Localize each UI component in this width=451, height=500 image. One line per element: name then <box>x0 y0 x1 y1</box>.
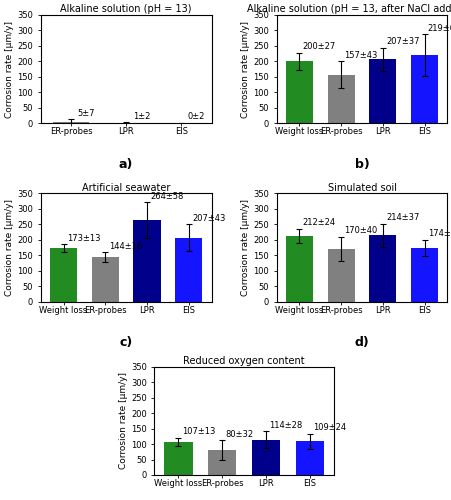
Bar <box>285 236 313 302</box>
Text: 214±37: 214±37 <box>385 214 419 222</box>
Text: 109±24: 109±24 <box>313 424 345 432</box>
Bar <box>295 442 323 475</box>
Bar <box>410 56 437 123</box>
Text: 1±2: 1±2 <box>133 112 150 120</box>
Bar <box>175 238 202 302</box>
Text: c): c) <box>119 336 133 349</box>
Text: a): a) <box>119 158 133 170</box>
Bar <box>207 450 236 475</box>
Y-axis label: Corrosion rate [μm/y]: Corrosion rate [μm/y] <box>241 20 250 117</box>
Text: 0±2: 0±2 <box>188 112 205 121</box>
Text: 144±16: 144±16 <box>108 242 142 250</box>
Bar <box>251 440 280 475</box>
Title: Alkaline solution (pH = 13, after NaCl addition): Alkaline solution (pH = 13, after NaCl a… <box>247 4 451 14</box>
Bar <box>285 62 313 123</box>
Text: b): b) <box>354 158 368 170</box>
Text: 114±28: 114±28 <box>269 420 302 430</box>
Text: 207±37: 207±37 <box>385 37 419 46</box>
Text: 207±43: 207±43 <box>192 214 225 223</box>
Text: 200±27: 200±27 <box>302 42 336 51</box>
Bar <box>327 249 354 302</box>
Bar <box>368 59 396 123</box>
Bar <box>50 248 77 302</box>
Title: Reduced oxygen content: Reduced oxygen content <box>183 356 304 366</box>
Text: 107±13: 107±13 <box>181 428 215 436</box>
Y-axis label: Corrosion rate [μm/y]: Corrosion rate [μm/y] <box>119 372 128 470</box>
Text: 80±32: 80±32 <box>225 430 253 439</box>
Bar <box>327 74 354 123</box>
Bar <box>164 442 192 475</box>
Bar <box>368 236 396 302</box>
Bar <box>92 257 119 302</box>
Text: 264±58: 264±58 <box>150 192 183 200</box>
Title: Alkaline solution (pH = 13): Alkaline solution (pH = 13) <box>60 4 192 14</box>
Text: 157±43: 157±43 <box>344 51 377 60</box>
Bar <box>53 122 89 123</box>
Y-axis label: Corrosion rate [μm/y]: Corrosion rate [μm/y] <box>5 20 14 117</box>
Title: Simulated soil: Simulated soil <box>327 182 396 192</box>
Text: 5±7: 5±7 <box>78 109 95 118</box>
Text: 212±24: 212±24 <box>302 218 335 227</box>
Bar <box>133 220 160 302</box>
Title: Artificial seawater: Artificial seawater <box>82 182 170 192</box>
Bar <box>410 248 437 302</box>
Y-axis label: Corrosion rate [μm/y]: Corrosion rate [μm/y] <box>5 199 14 296</box>
Text: 170±40: 170±40 <box>344 226 377 235</box>
Text: 173±13: 173±13 <box>67 234 100 242</box>
Text: 174±26: 174±26 <box>427 229 451 238</box>
Y-axis label: Corrosion rate [μm/y]: Corrosion rate [μm/y] <box>241 199 250 296</box>
Text: d): d) <box>354 336 368 349</box>
Text: 219±68: 219±68 <box>427 24 451 33</box>
